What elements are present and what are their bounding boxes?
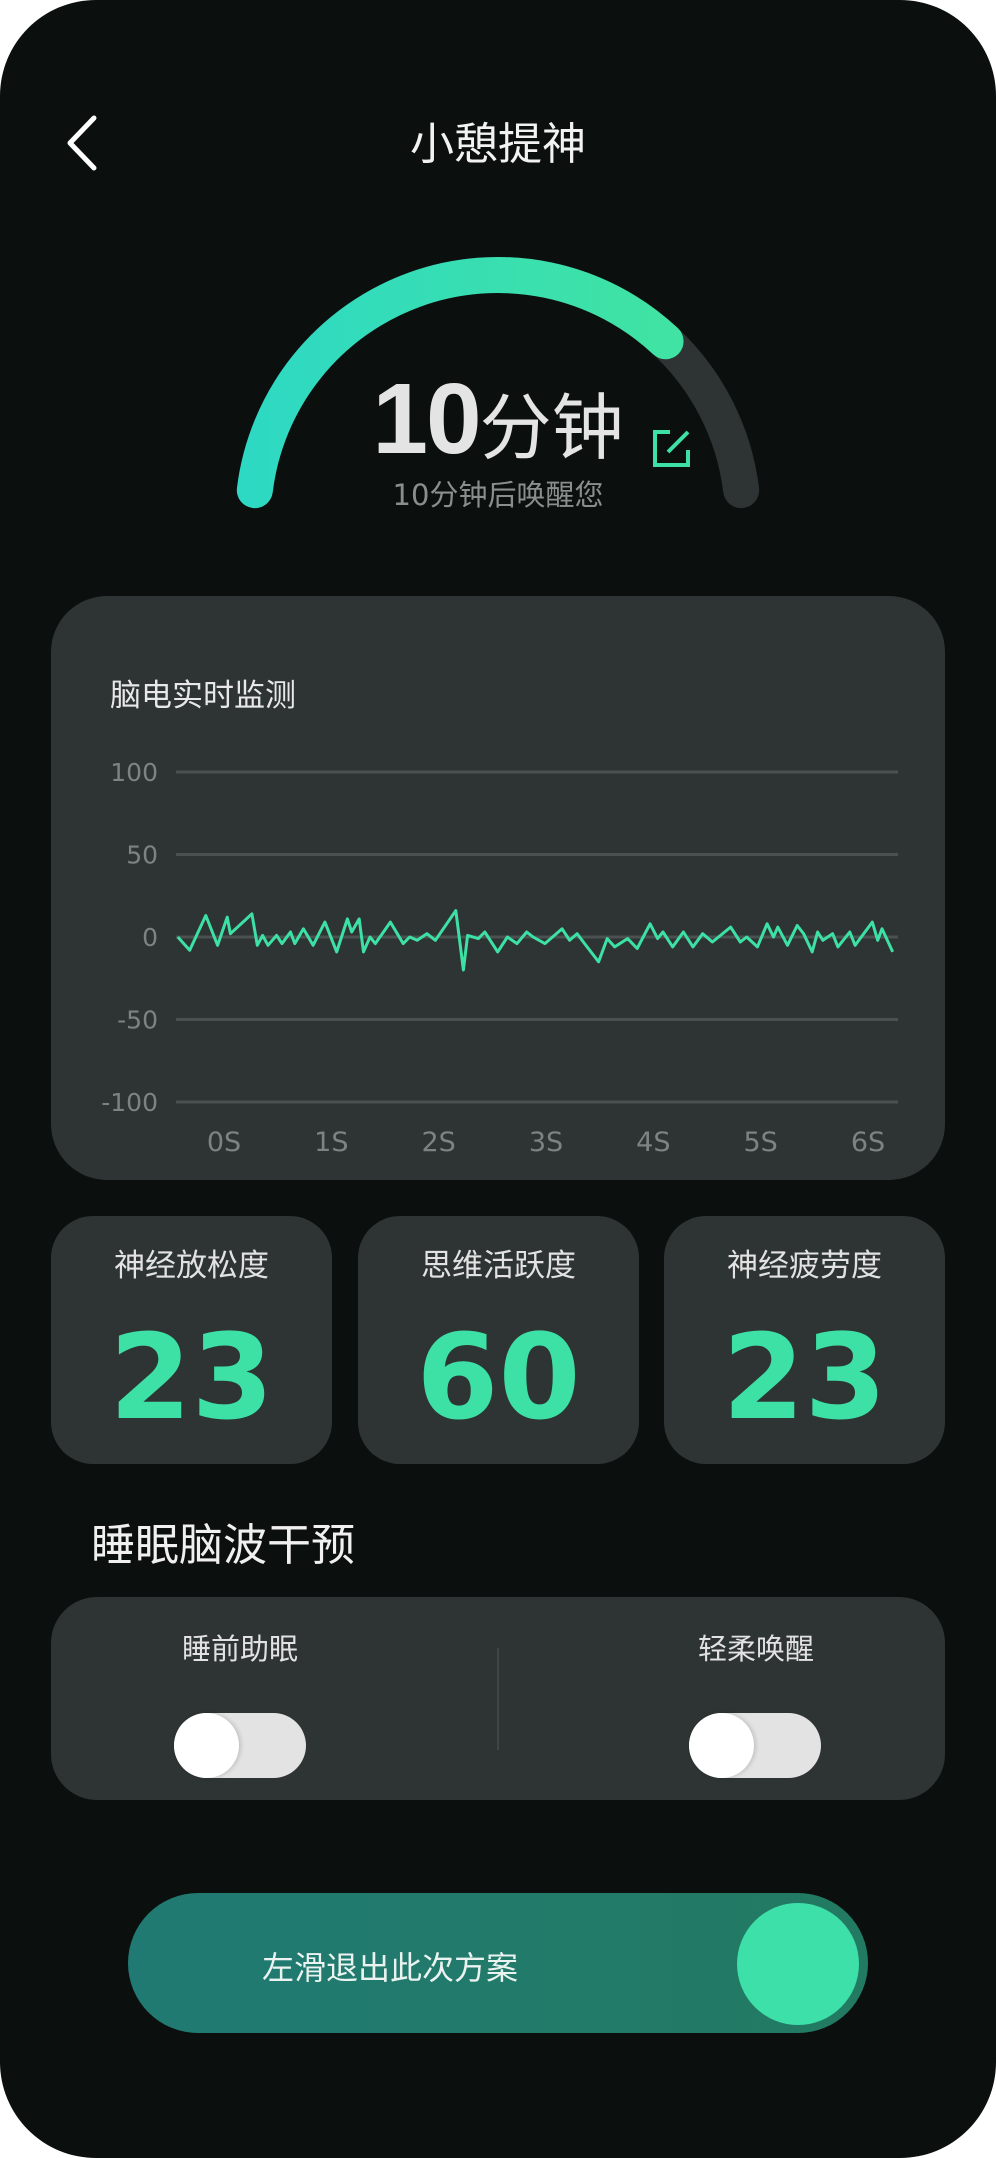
eeg-series-line	[176, 909, 895, 972]
gentle-wake-toggle[interactable]	[689, 1713, 821, 1778]
stat-label: 神经放松度	[114, 1248, 269, 1284]
x-tick-label: 0S	[207, 1127, 241, 1158]
timer-unit: 分钟	[479, 386, 624, 470]
toggle-knob	[174, 1713, 239, 1778]
chevron-left-icon[interactable]	[58, 112, 108, 174]
stat-label: 思维活跃度	[421, 1248, 576, 1284]
stat-value: 60	[416, 1308, 581, 1446]
toggle-label-sleep-aid: 睡前助眠	[181, 1632, 298, 1666]
toggle-label-gentle-wake: 轻柔唤醒	[697, 1632, 814, 1666]
y-tick-label: 0	[142, 923, 158, 952]
divider	[497, 1648, 499, 1750]
stat-value: 23	[109, 1308, 274, 1446]
x-tick-label: 1S	[314, 1127, 348, 1158]
timer-value: 10分钟	[0, 362, 996, 477]
timer-subtitle: 10分钟后唤醒您	[392, 478, 604, 512]
section-title: 睡眠脑波干预	[91, 1520, 355, 1571]
eeg-monitor-card	[51, 596, 945, 1180]
stat-label: 神经疲劳度	[727, 1248, 882, 1284]
timer-progress-arc	[236, 257, 760, 509]
y-tick-label: -50	[117, 1006, 158, 1035]
eeg-card-title: 脑电实时监测	[110, 678, 296, 714]
stat-card-activity: 思维活跃度 60	[358, 1216, 639, 1464]
stat-card-relaxation: 神经放松度 23	[51, 1216, 332, 1464]
toggle-knob	[689, 1713, 754, 1778]
y-tick-label: 100	[110, 758, 158, 787]
x-tick-label: 4S	[636, 1127, 670, 1158]
eeg-chart: 100 50 0 -50 -100 0S 1S 2S 3S 4S 5S 6S	[101, 758, 898, 1158]
x-tick-label: 2S	[422, 1127, 456, 1158]
arc-fill	[236, 257, 684, 509]
stat-card-fatigue: 神经疲劳度 23	[664, 1216, 945, 1464]
y-tick-label: 50	[126, 841, 158, 870]
edit-icon[interactable]	[650, 426, 694, 470]
slider-handle[interactable]	[737, 1903, 859, 2025]
x-tick-label: 5S	[744, 1127, 778, 1158]
x-tick-label: 3S	[529, 1127, 563, 1158]
page-title: 小憩提神	[410, 119, 586, 170]
exit-slider-label: 左滑退出此次方案	[261, 1949, 518, 1987]
x-tick-label: 6S	[851, 1127, 885, 1158]
sleep-aid-toggle[interactable]	[174, 1713, 306, 1778]
y-tick-label: -100	[101, 1088, 158, 1117]
timer-number: 10	[372, 363, 481, 475]
stat-value: 23	[722, 1308, 887, 1446]
